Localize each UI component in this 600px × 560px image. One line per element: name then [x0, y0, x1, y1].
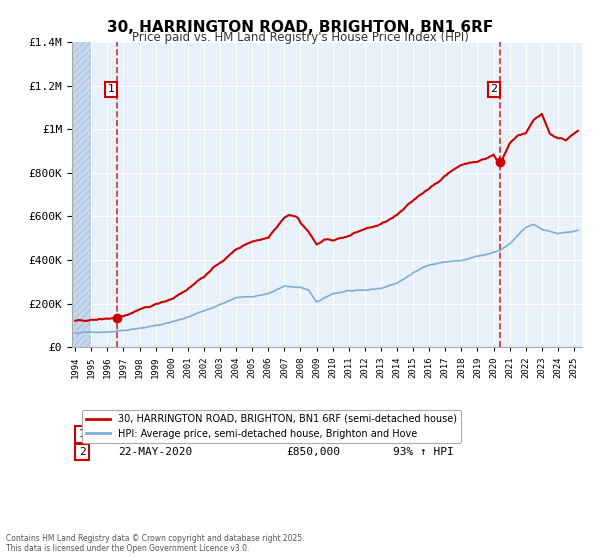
- Text: 1: 1: [79, 429, 86, 439]
- Text: 2: 2: [79, 447, 86, 457]
- Text: 30-JUL-1996: 30-JUL-1996: [118, 429, 192, 439]
- Text: 1: 1: [107, 85, 115, 94]
- Text: 115% ↑ HPI: 115% ↑ HPI: [394, 429, 461, 439]
- Text: Contains HM Land Registry data © Crown copyright and database right 2025.
This d: Contains HM Land Registry data © Crown c…: [6, 534, 305, 553]
- Bar: [72, 42, 91, 347]
- Text: Price paid vs. HM Land Registry's House Price Index (HPI): Price paid vs. HM Land Registry's House …: [131, 31, 469, 44]
- Text: 30, HARRINGTON ROAD, BRIGHTON, BN1 6RF: 30, HARRINGTON ROAD, BRIGHTON, BN1 6RF: [107, 20, 493, 35]
- Text: £136,000: £136,000: [286, 429, 340, 439]
- Text: 22-MAY-2020: 22-MAY-2020: [118, 447, 192, 457]
- Text: £850,000: £850,000: [286, 447, 340, 457]
- Text: 2: 2: [490, 85, 497, 94]
- Legend: 30, HARRINGTON ROAD, BRIGHTON, BN1 6RF (semi-detached house), HPI: Average price: 30, HARRINGTON ROAD, BRIGHTON, BN1 6RF (…: [82, 410, 461, 443]
- Text: 93% ↑ HPI: 93% ↑ HPI: [394, 447, 454, 457]
